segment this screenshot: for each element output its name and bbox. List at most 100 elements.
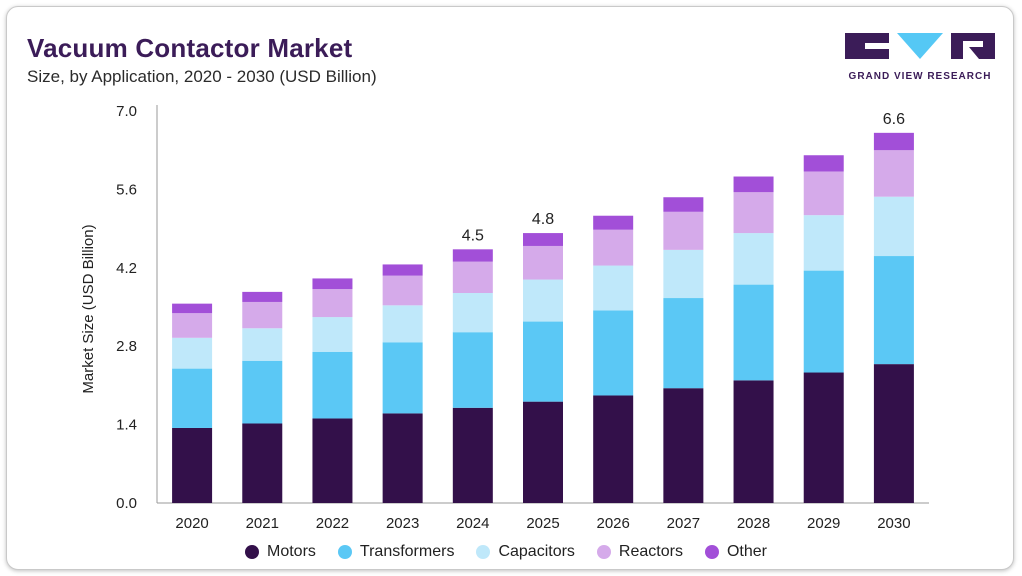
logo-mark-icon (845, 33, 995, 59)
bar-segment-other (312, 278, 353, 290)
bar-segment-capacitors (382, 305, 423, 343)
y-tick-label: 7.0 (116, 103, 137, 120)
total-value-label: 4.5 (462, 227, 484, 244)
bar-segment-other (593, 215, 634, 230)
bar-segment-transformers (593, 310, 634, 396)
chart-title: Vacuum Contactor Market (27, 33, 353, 63)
bar-segment-other (733, 176, 774, 193)
bar-segment-motors (593, 395, 634, 503)
bar-segment-capacitors (172, 337, 213, 369)
chart-card: Vacuum Contactor Market Size, by Applica… (6, 6, 1014, 570)
legend-label: Other (726, 543, 767, 560)
bar-segment-transformers (312, 351, 353, 419)
x-tick-label: 2024 (456, 515, 489, 532)
bar-segment-transformers (382, 342, 423, 414)
total-value-label: 4.8 (532, 211, 554, 228)
legend: Motors Transformers Capacitors Reactors Othe… (245, 543, 767, 561)
legend-item-transformers: Transformers (337, 543, 455, 561)
bar-segment-motors (803, 372, 844, 503)
bar-segment-transformers (242, 360, 283, 424)
legend-label: Transformers (359, 543, 455, 560)
x-tick-label: 2027 (667, 515, 700, 532)
x-tick-label: 2026 (596, 515, 629, 532)
bar-segment-capacitors (593, 265, 634, 311)
x-tick-label: 2020 (175, 515, 208, 532)
bar-segment-capacitors (803, 215, 844, 271)
bar-segment-motors (242, 423, 283, 503)
legend-label: Motors (267, 543, 316, 560)
bar-segment-motors (382, 413, 423, 503)
legend-item-motors: Motors (245, 543, 316, 561)
x-tick-label: 2023 (386, 515, 419, 532)
bar-segment-motors (733, 380, 774, 503)
y-tick-label: 5.6 (116, 181, 137, 198)
y-ticks: 0.0 1.4 2.8 4.2 5.6 7.0 (116, 103, 137, 512)
legend-item-capacitors: Capacitors (476, 543, 575, 561)
legend-swatch (476, 545, 491, 559)
bar-segment-capacitors (242, 328, 283, 361)
bar-segment-reactors (382, 275, 423, 306)
bars-group (172, 132, 914, 503)
bar-segment-capacitors (873, 196, 914, 257)
bar-segment-reactors (523, 245, 563, 280)
bar-segment-capacitors (663, 249, 704, 299)
stacked-bar-chart: Market Size (USD Billion) 0.0 1.4 2.8 4.2 5.… (80, 103, 929, 532)
bar-segment-reactors (873, 150, 914, 197)
x-tick-label: 2021 (246, 515, 279, 532)
bar-segment-capacitors (733, 233, 774, 285)
bar-segment-other (523, 233, 563, 246)
bar-segment-reactors (733, 192, 774, 234)
chart-subtitle: Size, by Application, 2020 - 2030 (USD B… (27, 67, 377, 86)
bar-segment-reactors (452, 261, 493, 293)
bar-segment-transformers (452, 332, 493, 408)
y-tick-label: 4.2 (116, 260, 137, 277)
y-axis-label: Market Size (USD Billion) (80, 224, 97, 393)
annotations: 4.5 4.8 6.6 (462, 111, 905, 244)
legend-item-reactors: Reactors (596, 543, 683, 561)
bar-segment-motors (873, 364, 914, 503)
bar-segment-reactors (312, 289, 353, 318)
legend-item-other: Other (704, 543, 767, 561)
x-tick-label: 2029 (807, 515, 840, 532)
bar-segment-transformers (803, 270, 844, 373)
bar-segment-reactors (663, 211, 704, 250)
logo-text: GRAND VIEW RESEARCH (848, 71, 992, 82)
legend-swatch (337, 545, 352, 559)
x-tick-label: 2022 (316, 515, 349, 532)
bar-segment-other (172, 303, 213, 314)
bar-segment-reactors (803, 171, 844, 216)
legend-swatch (704, 545, 719, 559)
bar-segment-transformers (663, 298, 704, 389)
bar-segment-other (382, 264, 423, 276)
bar-segment-capacitors (312, 317, 353, 352)
legend-swatch (596, 545, 611, 559)
bar-segment-capacitors (523, 279, 563, 322)
y-tick-label: 0.0 (116, 495, 137, 512)
bar-segment-other (803, 155, 844, 172)
y-tick-label: 1.4 (116, 417, 137, 434)
bar-segment-motors (663, 388, 704, 503)
bar-segment-transformers (873, 256, 914, 365)
total-value-label: 6.6 (883, 111, 905, 128)
bar-segment-other (663, 197, 704, 212)
bar-segment-reactors (242, 301, 283, 329)
bar-segment-transformers (172, 368, 213, 428)
x-tick-label: 2025 (526, 515, 559, 532)
bar-segment-transformers (733, 284, 774, 381)
bar-segment-reactors (593, 229, 634, 266)
x-tick-label: 2030 (877, 515, 910, 532)
bar-segment-motors (523, 401, 563, 503)
bar-segment-motors (172, 427, 213, 503)
y-tick-label: 2.8 (116, 338, 137, 355)
bar-segment-motors (452, 407, 493, 503)
x-ticks: 2020 2021 2022 2023 2024 2025 2026 2027 2028 2029… (175, 515, 910, 532)
grand-view-research-logo: GRAND VIEW RESEARCH (845, 33, 995, 83)
bar-segment-transformers (523, 321, 563, 402)
x-tick-label: 2028 (737, 515, 770, 532)
bar-segment-other (873, 132, 914, 151)
bar-segment-capacitors (452, 293, 493, 333)
bar-segment-other (452, 249, 493, 262)
legend-label: Capacitors (498, 543, 575, 560)
bar-segment-motors (312, 418, 353, 503)
bar-segment-other (242, 291, 283, 302)
